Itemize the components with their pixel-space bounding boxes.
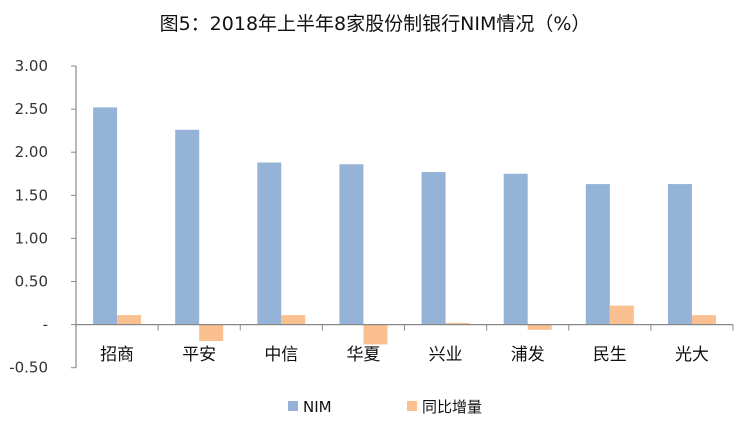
legend-swatch <box>288 401 298 411</box>
nim-bar <box>175 129 200 325</box>
y-tick-label: 1.00 <box>15 229 48 247</box>
x-category-label: 浦发 <box>511 345 545 365</box>
y-tick-label: 2.00 <box>15 143 48 161</box>
x-category-label: 民生 <box>593 345 627 365</box>
chart-title: 图5：2018年上半年8家股份制银行NIM情况（%） <box>160 13 591 35</box>
yoy-change-bar <box>281 315 306 325</box>
y-tick-label: 1.50 <box>15 186 48 204</box>
yoy-change-bar <box>609 305 634 325</box>
x-category-label: 平安 <box>182 345 216 365</box>
nim-bar <box>421 172 446 325</box>
yoy-change-bar <box>691 315 716 325</box>
y-tick-label: -0.50 <box>9 359 48 377</box>
nim-bar <box>257 162 282 325</box>
y-tick-label: - <box>43 316 48 334</box>
y-tick-label: 0.50 <box>15 273 48 291</box>
y-tick-label: 3.00 <box>15 57 48 75</box>
nim-bar <box>503 173 528 325</box>
x-category-label: 招商 <box>100 345 134 365</box>
nim-bar <box>667 184 692 325</box>
yoy-change-bar <box>199 324 224 341</box>
yoy-change-bar <box>445 322 470 325</box>
x-category-label: 兴业 <box>429 345 463 365</box>
y-tick-label: 2.50 <box>15 100 48 118</box>
x-category-label: 光大 <box>675 345 709 365</box>
yoy-change-bar <box>117 315 142 325</box>
legend-label: NIM <box>303 398 332 416</box>
legend-swatch <box>407 401 417 411</box>
x-category-label: 中信 <box>264 345 298 365</box>
nim-bar <box>93 107 118 325</box>
legend-label: 同比增量 <box>422 398 482 416</box>
x-category-label: 华夏 <box>346 345 380 365</box>
nim-bar <box>585 184 610 325</box>
nim-bar <box>339 164 364 325</box>
yoy-change-bar <box>527 324 552 330</box>
yoy-change-bar <box>363 324 388 345</box>
